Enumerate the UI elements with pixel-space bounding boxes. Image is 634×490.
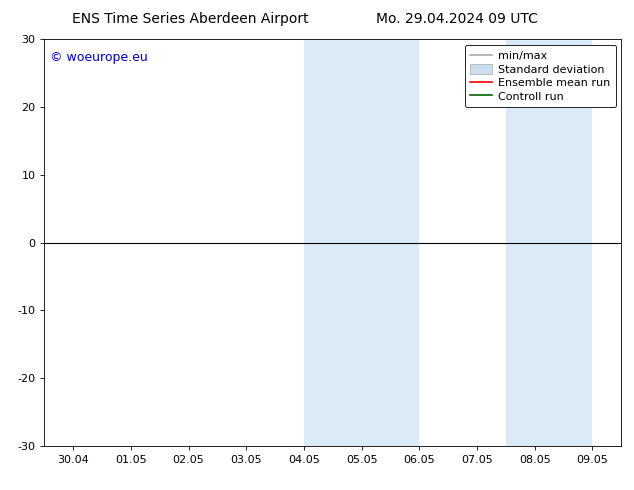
Text: © woeurope.eu: © woeurope.eu xyxy=(50,51,148,64)
Bar xyxy=(506,39,564,446)
Text: ENS Time Series Aberdeen Airport: ENS Time Series Aberdeen Airport xyxy=(72,12,309,26)
Bar xyxy=(304,39,361,446)
Bar xyxy=(361,39,420,446)
Bar xyxy=(564,39,592,446)
Text: Mo. 29.04.2024 09 UTC: Mo. 29.04.2024 09 UTC xyxy=(375,12,538,26)
Legend: min/max, Standard deviation, Ensemble mean run, Controll run: min/max, Standard deviation, Ensemble me… xyxy=(465,45,616,107)
